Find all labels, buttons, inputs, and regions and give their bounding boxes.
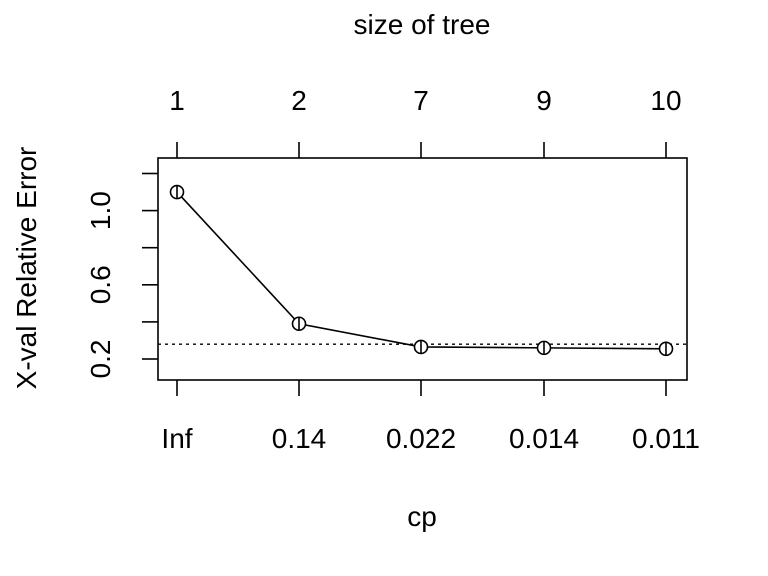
x-axis-label: cp bbox=[407, 501, 437, 532]
x-tick-label: Inf bbox=[161, 423, 192, 454]
plot-layer: Inf 0.14 0.022 0.014 0.011 1 2 7 9 10 0.2 0.6 1.0 bbox=[85, 85, 700, 454]
top-tick-label: 10 bbox=[650, 85, 681, 116]
x-tick-label: 0.022 bbox=[386, 423, 456, 454]
x-tick-label: 0.011 bbox=[632, 423, 700, 454]
x-tick-label: 0.14 bbox=[272, 423, 327, 454]
top-tick-label: 7 bbox=[413, 85, 429, 116]
plot-frame bbox=[157, 157, 688, 381]
x-tick-label: 0.014 bbox=[509, 423, 579, 454]
top-tick-label: 9 bbox=[536, 85, 552, 116]
y-tick-label: 0.6 bbox=[85, 265, 116, 304]
top-tick-label: 1 bbox=[169, 85, 185, 116]
y-axis-label: X-val Relative Error bbox=[11, 147, 42, 390]
chart-title: size of tree bbox=[354, 9, 491, 40]
top-tick-label: 2 bbox=[291, 85, 307, 116]
y-tick-label: 0.2 bbox=[85, 340, 116, 379]
y-tick-label: 1.0 bbox=[85, 191, 116, 230]
series-line bbox=[176, 191, 667, 350]
